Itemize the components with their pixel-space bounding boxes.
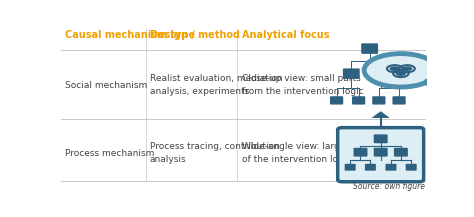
FancyBboxPatch shape: [406, 164, 417, 171]
Text: Social mechanism: Social mechanism: [65, 81, 148, 90]
FancyBboxPatch shape: [365, 164, 376, 171]
Circle shape: [390, 66, 400, 71]
Text: Wide-angle view: large parts
of the intervention logic: Wide-angle view: large parts of the inte…: [242, 142, 371, 164]
FancyBboxPatch shape: [372, 68, 389, 79]
FancyBboxPatch shape: [345, 164, 356, 171]
FancyBboxPatch shape: [337, 128, 424, 182]
Text: Causal mechanism type: Causal mechanism type: [65, 30, 196, 40]
FancyBboxPatch shape: [352, 96, 365, 105]
Circle shape: [396, 71, 406, 76]
Circle shape: [402, 66, 412, 71]
FancyBboxPatch shape: [385, 164, 396, 171]
FancyBboxPatch shape: [374, 134, 388, 143]
Text: Design / method: Design / method: [150, 30, 240, 40]
Text: Realist evaluation, mediation
analysis, experiments: Realist evaluation, mediation analysis, …: [150, 74, 283, 97]
FancyBboxPatch shape: [361, 43, 378, 54]
Text: Source: own figure: Source: own figure: [353, 182, 425, 191]
Text: Process tracing, contribution
analysis: Process tracing, contribution analysis: [150, 142, 280, 164]
Text: Close-up view: small parts
from the intervention logic: Close-up view: small parts from the inte…: [242, 74, 364, 97]
Circle shape: [366, 54, 436, 86]
FancyBboxPatch shape: [330, 96, 343, 105]
FancyBboxPatch shape: [392, 96, 406, 105]
FancyBboxPatch shape: [354, 148, 367, 157]
FancyBboxPatch shape: [343, 68, 360, 79]
FancyBboxPatch shape: [394, 148, 408, 157]
FancyBboxPatch shape: [374, 148, 388, 157]
Text: Analytical focus: Analytical focus: [242, 30, 329, 40]
FancyBboxPatch shape: [372, 96, 385, 105]
Polygon shape: [372, 111, 390, 118]
Text: Process mechanism: Process mechanism: [65, 148, 155, 158]
